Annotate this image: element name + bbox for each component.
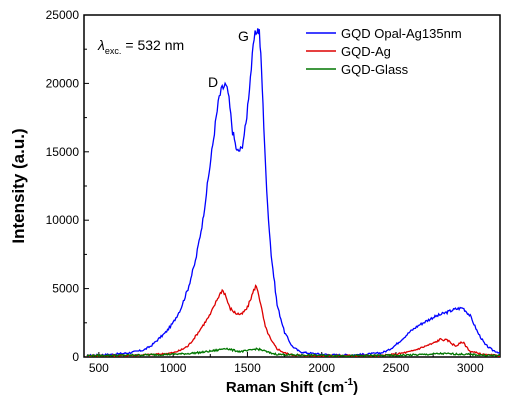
peak-label-d: D	[208, 74, 218, 90]
x-tick-label: 1000	[160, 361, 187, 375]
excitation-wavelength-label: λexc. = 532 nm	[97, 37, 184, 56]
lambda-symbol: λ	[97, 37, 105, 53]
lambda-subscript: exc.	[105, 46, 122, 56]
x-axis-title-sup: -1	[344, 377, 353, 388]
y-axis-title: Intensity (a.u.)	[9, 128, 28, 243]
x-tick-label: 1500	[234, 361, 261, 375]
peak-label-g: G	[238, 28, 249, 44]
lambda-value: = 532 nm	[125, 37, 184, 53]
series-line-3	[86, 347, 500, 357]
legend-label: GQD-Ag	[341, 44, 391, 59]
legend-label: GQD Opal-Ag135nm	[341, 26, 462, 41]
x-axis-ticks: 500 1000 1500 2000 2500 3000	[89, 352, 484, 375]
series-line-1	[86, 28, 500, 357]
y-tick-label: 15000	[46, 145, 80, 159]
x-axis-title-main: Raman Shift (cm	[226, 379, 344, 396]
legend-label: GQD-Glass	[341, 62, 409, 77]
series-line-2	[86, 284, 500, 357]
x-tick-label: 500	[89, 361, 109, 375]
plot-frame	[83, 14, 501, 358]
x-tick-label: 2500	[383, 361, 410, 375]
y-tick-label: 10000	[46, 213, 80, 227]
legend: GQD Opal-Ag135nm GQD-Ag GQD-Glass	[306, 26, 462, 77]
x-tick-label: 3000	[457, 361, 484, 375]
x-axis-title-end: )	[353, 379, 358, 396]
y-tick-label: 20000	[46, 76, 80, 90]
y-tick-label: 5000	[52, 282, 79, 296]
series-lines	[86, 28, 500, 357]
x-axis-title: Raman Shift (cm-1)	[226, 377, 358, 396]
y-tick-label: 0	[72, 350, 79, 364]
x-tick-label: 2000	[308, 361, 335, 375]
y-axis-ticks: 0 5000 10000 15000 20000 25000	[46, 8, 89, 364]
y-tick-label: 25000	[46, 8, 80, 22]
